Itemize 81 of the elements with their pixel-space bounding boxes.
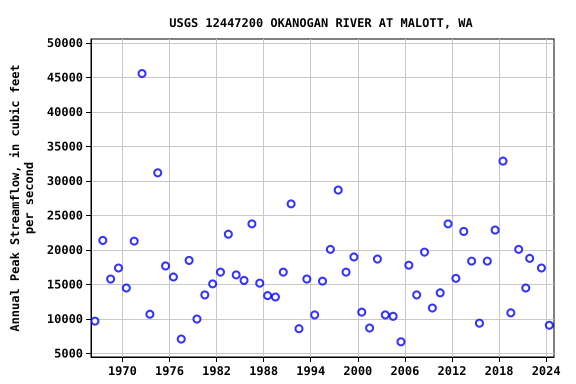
y-tick-label: 40000 bbox=[46, 105, 84, 120]
point bbox=[232, 270, 241, 280]
point bbox=[514, 244, 524, 254]
point bbox=[240, 276, 249, 285]
x-tick-label: 1994 bbox=[296, 364, 326, 378]
point bbox=[192, 314, 202, 324]
y-tick-label: 10000 bbox=[46, 312, 84, 326]
point bbox=[106, 274, 116, 284]
point bbox=[200, 290, 210, 300]
point bbox=[521, 284, 530, 293]
point bbox=[467, 256, 476, 266]
point bbox=[114, 264, 123, 273]
y-tick-label: 25000 bbox=[46, 208, 84, 223]
point bbox=[388, 312, 398, 321]
y-tick-label: 45000 bbox=[46, 70, 84, 85]
point bbox=[490, 226, 500, 235]
point bbox=[428, 304, 437, 313]
point bbox=[184, 256, 194, 265]
x-tick-label: 2000 bbox=[343, 364, 372, 378]
x-tick-label: 1988 bbox=[249, 364, 278, 378]
point bbox=[302, 274, 312, 284]
point bbox=[334, 186, 343, 195]
y-tick-label: 50000 bbox=[46, 36, 84, 50]
point bbox=[349, 252, 358, 262]
x-tick-label: 1970 bbox=[108, 364, 137, 378]
point bbox=[412, 290, 422, 300]
point bbox=[357, 308, 366, 317]
point bbox=[404, 260, 414, 270]
point bbox=[216, 268, 225, 277]
point bbox=[98, 236, 108, 245]
point bbox=[436, 288, 445, 298]
x-tick-label: 1982 bbox=[202, 364, 232, 378]
point bbox=[372, 254, 382, 264]
y-tick-label: 20000 bbox=[46, 243, 84, 258]
x-tick-label: 1976 bbox=[155, 364, 184, 378]
point bbox=[310, 310, 320, 320]
point bbox=[138, 68, 147, 78]
point bbox=[474, 318, 484, 328]
point bbox=[255, 278, 264, 288]
chart-title: USGS 12447200 OKANOGAN RIVER AT MALOTT, WA bbox=[169, 16, 474, 30]
point bbox=[396, 337, 406, 346]
point bbox=[318, 276, 328, 286]
point bbox=[145, 310, 154, 319]
x-tick-label: 2024 bbox=[532, 364, 561, 378]
point bbox=[286, 199, 296, 208]
point bbox=[247, 219, 256, 228]
point bbox=[444, 219, 453, 228]
y-tick-label: 35000 bbox=[46, 140, 84, 154]
y-tick-label: 15000 bbox=[46, 278, 84, 292]
y-tick-label: 5000 bbox=[54, 346, 84, 361]
point bbox=[380, 310, 390, 320]
point bbox=[506, 308, 516, 318]
point bbox=[326, 244, 335, 254]
point bbox=[176, 334, 186, 344]
point bbox=[525, 254, 534, 263]
x-tick-label: 2012 bbox=[438, 364, 466, 378]
x-tick-label: 2018 bbox=[484, 364, 514, 378]
point bbox=[544, 320, 554, 330]
point bbox=[263, 291, 272, 300]
point bbox=[482, 256, 492, 266]
point bbox=[208, 279, 218, 288]
point bbox=[536, 264, 546, 273]
point bbox=[365, 324, 374, 333]
point bbox=[270, 292, 280, 302]
point bbox=[224, 230, 233, 239]
x-tick-label: 2006 bbox=[390, 364, 420, 378]
point bbox=[168, 272, 178, 282]
y-axis-title: Annual Peak Streamflow, in cubic feet per second bbox=[8, 64, 36, 332]
point bbox=[90, 316, 100, 326]
point bbox=[459, 226, 468, 236]
point bbox=[451, 274, 460, 283]
point bbox=[342, 268, 351, 277]
point bbox=[498, 156, 508, 166]
point bbox=[130, 236, 139, 246]
point bbox=[122, 284, 131, 293]
point bbox=[278, 268, 288, 277]
point bbox=[294, 324, 304, 334]
point bbox=[161, 261, 170, 270]
point bbox=[420, 248, 430, 257]
point bbox=[153, 168, 162, 178]
y-tick-label: 30000 bbox=[46, 174, 84, 188]
